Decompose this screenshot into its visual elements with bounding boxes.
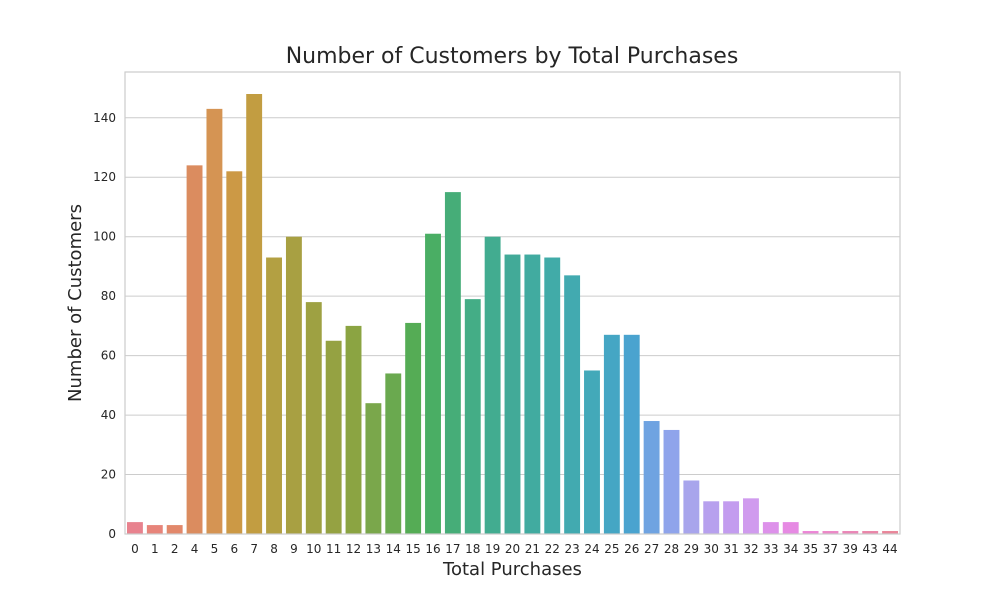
- bar-30: [703, 501, 720, 534]
- x-tick-label: 33: [763, 542, 778, 556]
- x-tick-label: 27: [644, 542, 659, 556]
- bar-15: [405, 322, 422, 534]
- bar-14: [385, 373, 402, 534]
- y-tick-label: 120: [93, 170, 116, 184]
- bar-13: [365, 403, 382, 534]
- y-tick-label: 80: [101, 289, 116, 303]
- x-tick-label: 10: [306, 542, 321, 556]
- x-tick-label: 14: [386, 542, 401, 556]
- x-tick-label: 21: [525, 542, 540, 556]
- x-tick-label: 16: [425, 542, 440, 556]
- bar-16: [425, 233, 441, 534]
- plot-frame: [124, 71, 901, 535]
- bar-1: [146, 525, 163, 534]
- x-tick-label: 34: [783, 542, 798, 556]
- x-tick-label: 24: [584, 542, 599, 556]
- bar-7: [246, 94, 263, 534]
- bar-18: [464, 299, 481, 534]
- bar-19: [484, 236, 501, 534]
- x-tick-label: 37: [823, 542, 838, 556]
- x-tick-label: 43: [863, 542, 878, 556]
- bar-9: [285, 236, 302, 534]
- x-tick-label: 29: [684, 542, 699, 556]
- x-tick-label: 6: [230, 542, 238, 556]
- x-tick-label: 9: [290, 542, 298, 556]
- bar-37: [822, 531, 839, 534]
- bar-29: [683, 480, 700, 534]
- bar-12: [345, 325, 362, 534]
- bar-44: [882, 531, 899, 534]
- x-tick-label: 18: [465, 542, 480, 556]
- bar-17: [444, 192, 461, 535]
- bar-22: [544, 257, 561, 534]
- bar-20: [504, 254, 521, 535]
- bar-2: [166, 525, 183, 534]
- x-tick-label: 17: [445, 542, 460, 556]
- x-tick-labels: 0 1 2 4 5 6 7 8 9 10 11 12 13 14 15 16 17 18 19 20 21 22 23 24 2…: [131, 542, 898, 556]
- x-tick-label: 4: [191, 542, 199, 556]
- x-tick-label: 0: [131, 542, 139, 556]
- bar-28: [663, 429, 680, 534]
- x-tick-label: 20: [505, 542, 520, 556]
- bar-23: [564, 275, 581, 534]
- bar-32: [743, 498, 759, 534]
- bar-0: [126, 522, 143, 534]
- x-tick-label: 32: [743, 542, 758, 556]
- x-tick-label: 35: [803, 542, 818, 556]
- x-tick-label: 5: [211, 542, 219, 556]
- x-tick-label: 12: [346, 542, 361, 556]
- x-tick-label: 30: [704, 542, 719, 556]
- bar-10: [305, 302, 322, 534]
- y-axis-label: Number of Customers: [65, 204, 86, 402]
- bar-39: [842, 531, 859, 534]
- bars: [126, 94, 899, 535]
- bar-4: [186, 165, 203, 534]
- y-tick-label: 20: [101, 468, 116, 482]
- bar-8: [266, 257, 282, 534]
- bar-35: [802, 531, 819, 534]
- x-tick-label: 39: [843, 542, 858, 556]
- bar-5: [206, 108, 223, 534]
- bar-6: [226, 171, 243, 534]
- x-tick-label: 8: [270, 542, 278, 556]
- y-tick-label: 60: [101, 349, 116, 363]
- bar-34: [782, 522, 799, 534]
- x-tick-label: 26: [624, 542, 639, 556]
- x-tick-label: 11: [326, 542, 341, 556]
- x-tick-label: 2: [171, 542, 179, 556]
- y-tick-label: 140: [93, 111, 116, 125]
- bar-27: [643, 421, 660, 534]
- y-tick-label: 100: [93, 230, 116, 244]
- x-axis-label: Total Purchases: [442, 559, 582, 580]
- chart-title: Number of Customers by Total Purchases: [286, 44, 739, 69]
- x-tick-label: 28: [664, 542, 679, 556]
- x-tick-label: 44: [882, 542, 897, 556]
- y-tick-label: 0: [108, 527, 116, 541]
- x-tick-label: 19: [485, 542, 500, 556]
- bar-43: [862, 531, 879, 534]
- x-tick-label: 23: [564, 542, 579, 556]
- bar-31: [723, 501, 740, 534]
- x-tick-label: 7: [250, 542, 258, 556]
- bar-11: [325, 340, 342, 534]
- bar-25: [603, 334, 620, 534]
- x-tick-label: 15: [406, 542, 421, 556]
- bar-26: [623, 334, 640, 534]
- x-tick-label: 1: [151, 542, 159, 556]
- bar-24: [584, 370, 600, 534]
- x-tick-label: 13: [366, 542, 381, 556]
- y-tick-labels: 0 20 40 60 80 100 120 140: [93, 111, 116, 541]
- x-tick-label: 22: [545, 542, 560, 556]
- x-tick-label: 31: [723, 542, 738, 556]
- bar-33: [762, 522, 779, 534]
- x-tick-label: 25: [604, 542, 619, 556]
- y-tick-label: 40: [101, 408, 116, 422]
- bar-21: [524, 254, 541, 535]
